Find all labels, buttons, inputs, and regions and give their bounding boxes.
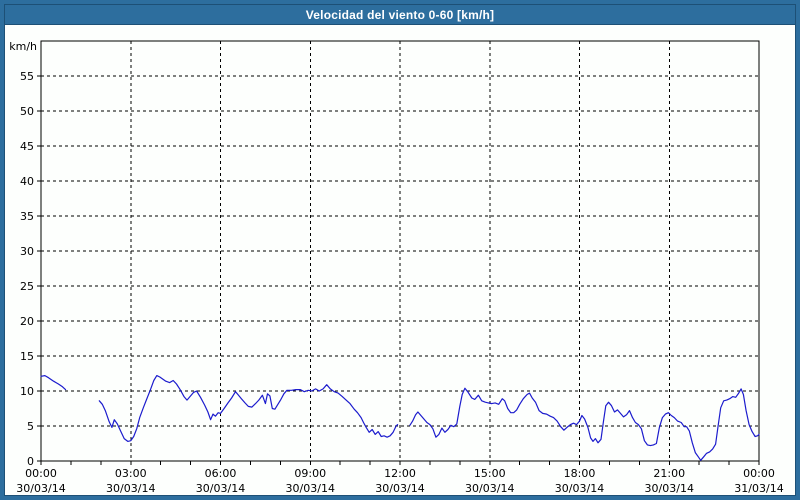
y-tick-label: 45 [20,140,34,153]
x-tick-date: 30/03/14 [555,482,604,495]
chart-title: Velocidad del viento 0-60 [km/h] [305,7,495,22]
x-tick-time: 09:00 [294,467,326,480]
x-tick-date: 30/03/14 [196,482,245,495]
x-tick-date: 30/03/14 [375,482,424,495]
x-tick-time: 00:00 [25,467,57,480]
x-tick-time: 00:00 [743,467,775,480]
y-tick-label: 10 [20,385,34,398]
x-axis-labels: 00:00 30/03/14 03:00 30/03/14 06:00 30/03/14 0… [16,467,783,495]
x-tick-date: 30/03/14 [16,482,65,495]
series-segment [98,375,399,442]
wind-speed-series [40,375,760,461]
y-tick-label: 30 [20,245,34,258]
wind-speed-line-chart: 0510152025303540455055km/h00:0030/03/140… [9,40,783,495]
y-tick-label: 5 [27,420,34,433]
y-tick-label: 20 [20,315,34,328]
y-axis-labels: 0 5 10 15 20 25 30 35 40 45 50 55 [20,70,34,468]
x-tick-time: 03:00 [115,467,147,480]
x-tick-time: 18:00 [564,467,596,480]
x-tick-time: 15:00 [474,467,506,480]
y-axis-unit-label: km/h [9,40,37,53]
y-tick-label: 35 [20,210,34,223]
y-tick-label: 40 [20,175,34,188]
x-tick-date: 30/03/14 [465,482,514,495]
y-tick-label: 50 [20,105,34,118]
y-tick-label: 55 [20,70,34,83]
y-tick-label: 15 [20,350,34,363]
x-tick-time: 21:00 [653,467,685,480]
title-bar: Velocidad del viento 0-60 [km/h] [5,5,795,25]
y-tick-label: 25 [20,280,34,293]
x-tick-date: 31/03/14 [734,482,783,495]
y-tick-label: 0 [27,455,34,468]
x-tick-date: 30/03/14 [106,482,155,495]
x-tick-time: 12:00 [384,467,416,480]
x-tick-time: 06:00 [205,467,237,480]
x-tick-date: 30/03/14 [286,482,335,495]
window-frame: Velocidad del viento 0-60 [km/h] 0 5 10 15 2… [4,4,796,496]
chart-area: 0 5 10 15 20 25 30 35 40 45 50 55 km/h 00:00 30/03/14 0… [5,25,795,495]
series-segment [40,375,67,391]
axis-ticks [37,75,760,465]
series-segment [409,387,760,461]
x-tick-date: 30/03/14 [645,482,694,495]
